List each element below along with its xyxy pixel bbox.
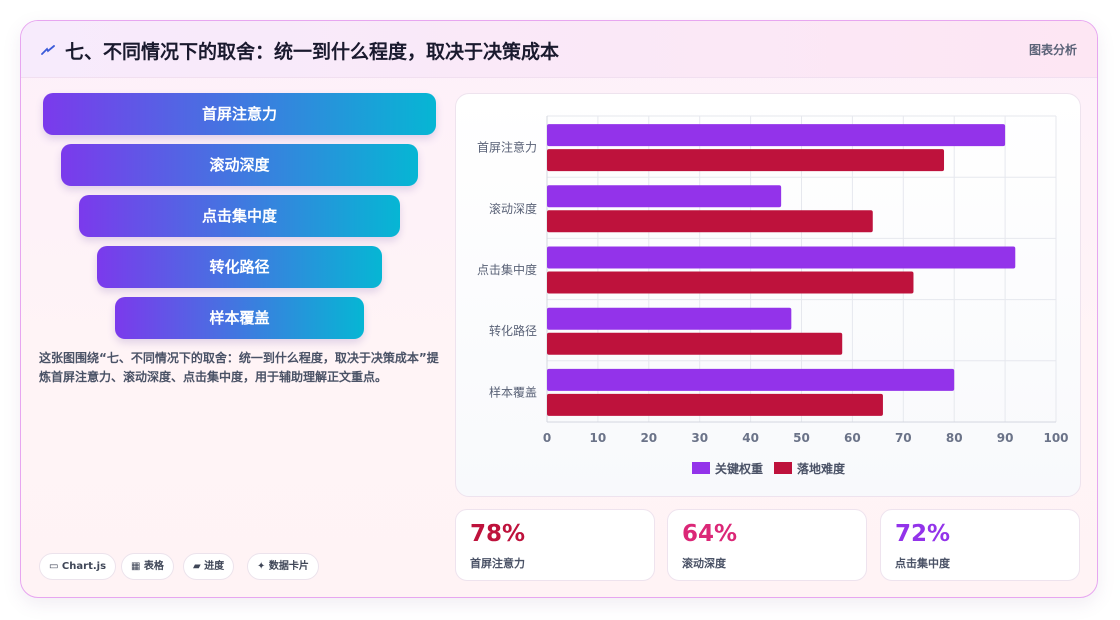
y-tick-label: 首屏注意力	[477, 140, 537, 155]
bar-difficulty-1	[547, 149, 945, 172]
bar-weight-3	[547, 246, 1016, 269]
bar-weight-1	[547, 124, 1006, 147]
legend-swatch	[774, 462, 792, 474]
legend-swatch	[692, 462, 710, 474]
x-tick-label: 40	[742, 431, 759, 445]
stat-label: 点击集中度	[895, 557, 950, 570]
chart-panel: 首屏注意力滚动深度点击集中度转化路径样本覆盖 0 10 20 30 40 50 60 70 80 9…	[455, 93, 1081, 497]
legend-label: 关键权重	[715, 461, 763, 476]
stat-card-3: 72% 点击集中度	[880, 509, 1080, 581]
bar-difficulty-5	[547, 393, 883, 416]
funnel-step-4: 转化路径	[97, 246, 382, 288]
chip-progress[interactable]: ▰ 进度	[183, 553, 235, 580]
analysis-card: 七、不同情况下的取舍：统一到什么程度，取决于决策成本 图表分析 首屏注意力 滚动…	[20, 20, 1098, 598]
x-tick-label: 60	[844, 431, 861, 445]
bar-difficulty-3	[547, 271, 914, 294]
chart-description: 这张图围绕“七、不同情况下的取舍：统一到什么程度，取决于决策成本”提炼首屏注意力…	[39, 351, 439, 384]
bar-weight-5	[547, 368, 955, 391]
funnel-step-5: 样本覆盖	[115, 297, 364, 339]
chip-chartjs[interactable]: ▭ Chart.js	[39, 553, 117, 580]
chip-table[interactable]: ▦ 表格	[121, 553, 174, 580]
stat-card-2: 64% 滚动深度	[667, 509, 867, 581]
bar-difficulty-4	[547, 332, 843, 355]
bar-weight-4	[547, 307, 792, 330]
bar-weight-2	[547, 185, 782, 208]
x-tick-label: 100	[1043, 431, 1068, 445]
x-tick-label: 90	[997, 431, 1014, 445]
stat-value: 78%	[470, 521, 526, 547]
y-tick-label: 点击集中度	[477, 262, 537, 277]
x-tick-label: 70	[895, 431, 912, 445]
stat-value: 72%	[895, 521, 951, 547]
card-header: 七、不同情况下的取舍：统一到什么程度，取决于决策成本 图表分析	[21, 21, 1097, 78]
y-tick-label: 滚动深度	[489, 201, 537, 216]
lightning-icon	[41, 45, 55, 55]
x-tick-label: 80	[946, 431, 963, 445]
y-tick-label: 转化路径	[489, 323, 537, 338]
x-tick-label: 30	[691, 431, 708, 445]
funnel-step-1: 首屏注意力	[43, 93, 436, 135]
page-title: 七、不同情况下的取舍：统一到什么程度，取决于决策成本	[65, 41, 560, 63]
x-tick-label: 10	[590, 431, 607, 445]
x-tick-label: 20	[640, 431, 657, 445]
chart-analysis-tag: 图表分析	[1028, 43, 1077, 57]
stat-label: 滚动深度	[682, 557, 726, 570]
bar-difficulty-2	[547, 210, 873, 233]
stat-card-1: 78% 首屏注意力	[455, 509, 655, 581]
funnel-step-2: 滚动深度	[61, 144, 418, 186]
x-tick-label: 0	[543, 431, 551, 445]
legend-label: 落地难度	[797, 461, 846, 476]
stat-label: 首屏注意力	[470, 557, 525, 570]
chip-data-card[interactable]: ✦ 数据卡片	[247, 553, 319, 580]
stat-value: 64%	[682, 521, 738, 547]
y-tick-label: 样本覆盖	[489, 384, 537, 399]
funnel-step-3: 点击集中度	[79, 195, 400, 237]
x-tick-label: 50	[793, 431, 810, 445]
